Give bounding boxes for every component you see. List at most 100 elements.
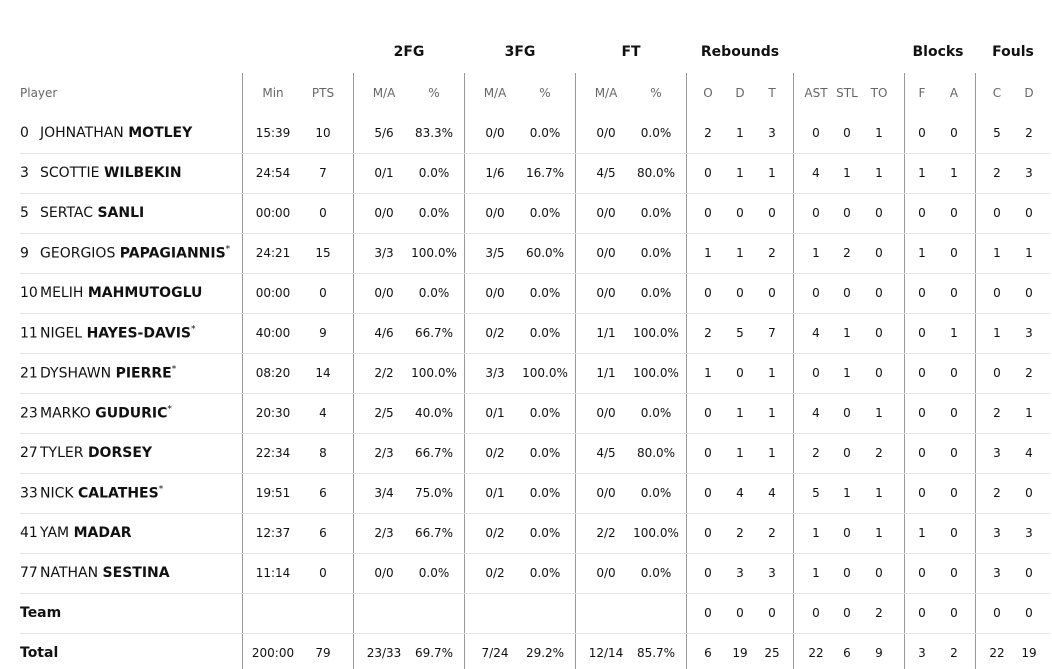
player-name: 33 NICK CALATHES* bbox=[20, 485, 163, 502]
stat-cell: 2 bbox=[875, 446, 883, 460]
stat-cell: 0/0 bbox=[596, 126, 616, 140]
stat-cell: 4 bbox=[1025, 446, 1033, 460]
column-header: M/A bbox=[483, 86, 507, 100]
stat-cell: 0 bbox=[843, 446, 851, 460]
last-name: DORSEY bbox=[87, 445, 153, 461]
stat-cell: 83.3% bbox=[414, 126, 454, 140]
player-name: 27 TYLER DORSEY bbox=[20, 445, 152, 461]
column-header: D bbox=[735, 86, 745, 100]
stat-cell: 100.0% bbox=[411, 246, 457, 260]
row-divider bbox=[20, 393, 1050, 394]
stat-cell: 0 bbox=[993, 606, 1001, 620]
player-number: 23 bbox=[20, 405, 38, 422]
stat-cell: 24:21 bbox=[255, 246, 291, 260]
stat-cell: 4/6 bbox=[374, 326, 394, 340]
stat-cell: 8 bbox=[319, 446, 327, 460]
stat-cell: 5 bbox=[812, 486, 820, 500]
stat-cell: 15 bbox=[315, 246, 331, 260]
stat-cell: 0 bbox=[918, 566, 926, 580]
stat-cell: 0 bbox=[704, 206, 712, 220]
stat-cell: 0 bbox=[1025, 286, 1033, 300]
stat-cell: 3 bbox=[768, 126, 776, 140]
stat-cell: 1 bbox=[736, 246, 744, 260]
stat-cell: 1 bbox=[875, 526, 883, 540]
stat-cell: 0 bbox=[950, 246, 958, 260]
stat-cell: 0 bbox=[704, 526, 712, 540]
stat-cell: 0/0 bbox=[485, 126, 505, 140]
stat-cell: 0/2 bbox=[485, 566, 505, 580]
stat-cell: 19:51 bbox=[255, 486, 291, 500]
stat-cell: 0 bbox=[843, 526, 851, 540]
stat-cell: 80.0% bbox=[636, 166, 676, 180]
player-name: 11 NIGEL HAYES-DAVIS* bbox=[20, 325, 196, 342]
stat-cell: 1 bbox=[768, 166, 776, 180]
stat-cell: 3 bbox=[993, 526, 1001, 540]
row-divider bbox=[20, 553, 1050, 554]
first-name: TYLER bbox=[40, 445, 84, 461]
stat-cell: 2/5 bbox=[374, 406, 394, 420]
stat-cell: 0/0 bbox=[485, 286, 505, 300]
stat-cell: 08:20 bbox=[255, 366, 291, 380]
player-name: 5 SERTAC SANLI bbox=[20, 205, 144, 221]
stat-cell: 0 bbox=[812, 286, 820, 300]
stat-cell: 2 bbox=[1025, 366, 1033, 380]
stat-cell: 1 bbox=[704, 246, 712, 260]
stat-cell: 0.0% bbox=[529, 206, 561, 220]
stat-cell: 0 bbox=[768, 286, 776, 300]
team-label: Team bbox=[20, 605, 62, 621]
first-name: YAM bbox=[40, 525, 70, 541]
stat-cell: 0.0% bbox=[418, 166, 450, 180]
total-label: Total bbox=[20, 645, 59, 661]
stat-cell: 20:30 bbox=[255, 406, 291, 420]
column-header: F bbox=[918, 86, 926, 100]
stat-cell: 0 bbox=[704, 606, 712, 620]
player-number: 9 bbox=[20, 245, 29, 262]
stat-cell: 0.0% bbox=[529, 126, 561, 140]
stat-cell: 3 bbox=[768, 566, 776, 580]
first-name: MELIH bbox=[40, 285, 84, 301]
row-divider bbox=[20, 153, 1050, 154]
stat-cell: 0/0 bbox=[596, 286, 616, 300]
stat-cell: 1 bbox=[1025, 246, 1033, 260]
stat-cell: 0 bbox=[950, 126, 958, 140]
stat-cell: 3 bbox=[993, 446, 1001, 460]
stat-cell: 0/2 bbox=[485, 526, 505, 540]
column-header: Min bbox=[262, 86, 284, 100]
stat-cell: 0.0% bbox=[640, 206, 672, 220]
starter-marker: * bbox=[225, 244, 231, 255]
column-header: AST bbox=[804, 86, 828, 100]
stat-cell: 4/5 bbox=[596, 166, 616, 180]
player-number: 21 bbox=[20, 365, 38, 382]
stat-cell: 0 bbox=[736, 606, 744, 620]
column-header: TO bbox=[870, 86, 888, 100]
column-divider bbox=[242, 73, 243, 669]
stat-cell: 0 bbox=[736, 366, 744, 380]
stat-cell: 1 bbox=[950, 166, 958, 180]
stat-cell: 2 bbox=[704, 126, 712, 140]
stat-cell: 2 bbox=[812, 446, 820, 460]
stat-cell: 100.0% bbox=[633, 326, 679, 340]
column-header: M/A bbox=[372, 86, 396, 100]
stat-cell: 0 bbox=[736, 286, 744, 300]
group-header: FT bbox=[621, 44, 641, 60]
row-divider bbox=[20, 633, 1050, 634]
group-header: 2FG bbox=[393, 44, 425, 60]
last-name: MAHMUTOGLU bbox=[87, 285, 203, 301]
column-divider bbox=[793, 73, 794, 669]
column-header: Player bbox=[20, 86, 58, 100]
player-name: 9 GEORGIOS PAPAGIANNIS* bbox=[20, 245, 230, 262]
stat-cell: 4 bbox=[812, 166, 820, 180]
stat-cell: 0 bbox=[843, 286, 851, 300]
starter-marker: * bbox=[171, 364, 177, 375]
stat-cell: 0 bbox=[918, 406, 926, 420]
stat-cell: 1 bbox=[875, 126, 883, 140]
stat-cell: 2 bbox=[950, 646, 958, 660]
player-number: 10 bbox=[20, 285, 38, 301]
player-name: 21 DYSHAWN PIERRE* bbox=[20, 365, 176, 382]
row-divider bbox=[20, 233, 1050, 234]
last-name: SANLI bbox=[97, 205, 145, 221]
stat-cell: 1 bbox=[736, 406, 744, 420]
stat-cell: 0 bbox=[1025, 566, 1033, 580]
stat-cell: 2 bbox=[704, 326, 712, 340]
stat-cell: 0.0% bbox=[529, 526, 561, 540]
